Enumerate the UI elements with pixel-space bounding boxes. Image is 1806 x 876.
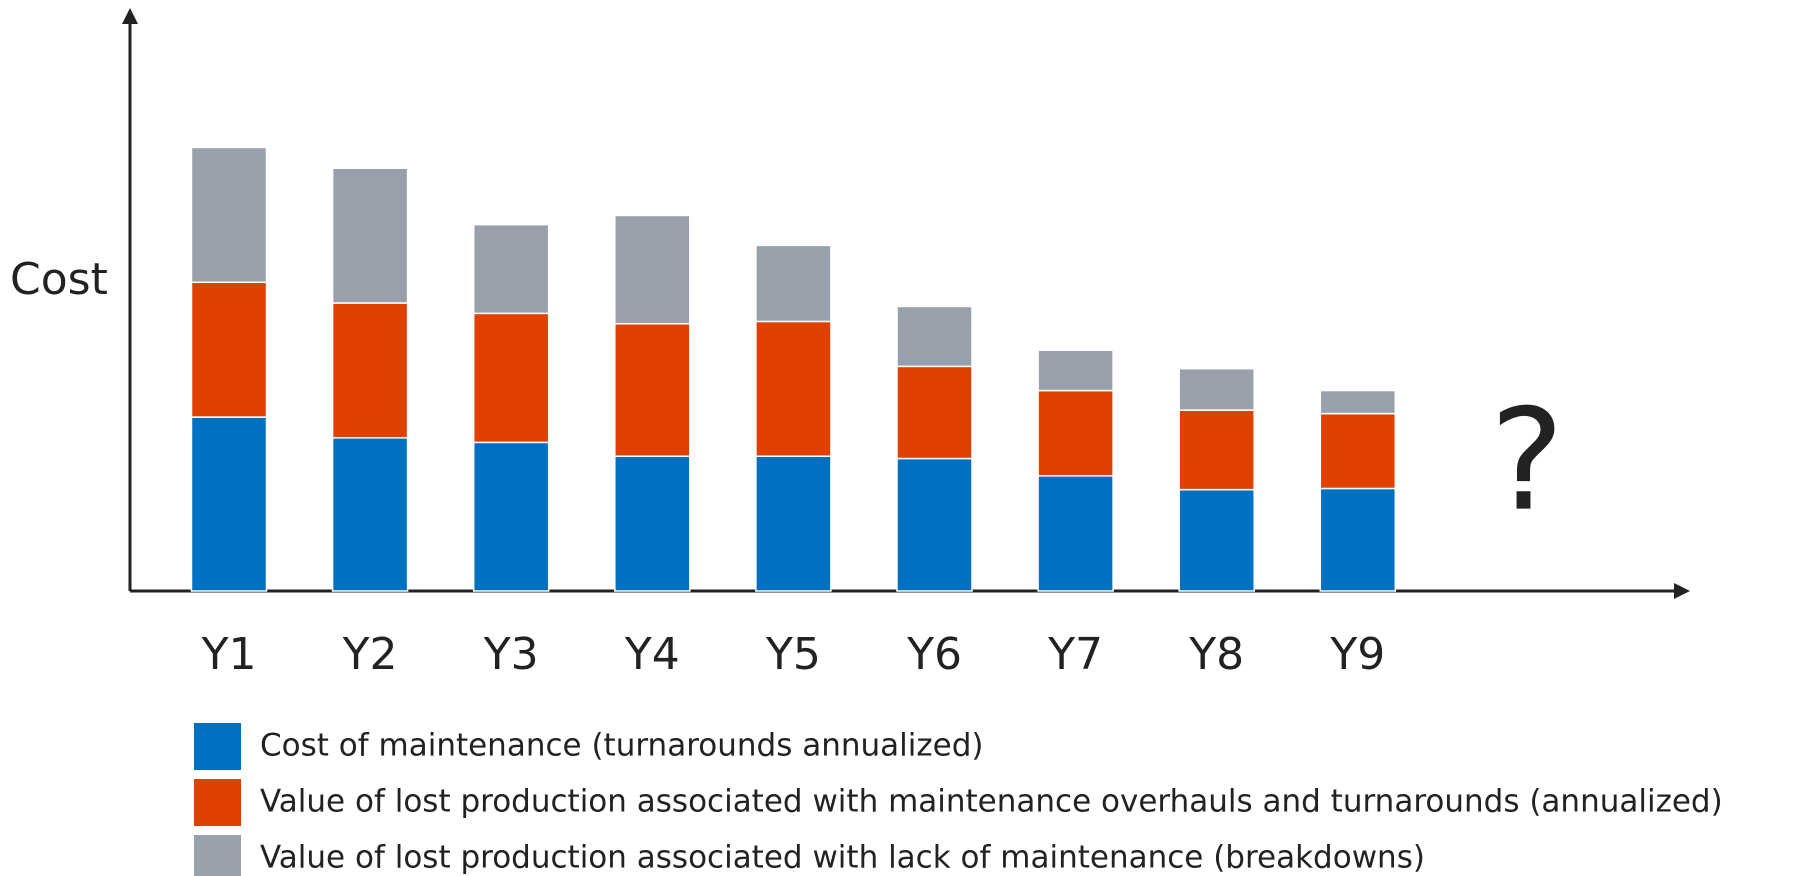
bar-segment xyxy=(614,322,691,457)
bar-segment xyxy=(896,457,973,592)
legend-label: Cost of maintenance (turnarounds annuali… xyxy=(260,728,983,764)
legend-swatch xyxy=(194,779,241,826)
bar-segment xyxy=(331,167,409,304)
legend-swatch xyxy=(194,835,241,876)
bar-segment xyxy=(755,455,832,592)
bar-segment xyxy=(614,455,691,592)
bar-segment xyxy=(1178,367,1255,411)
legend-label: Value of lost production associated with… xyxy=(260,784,1723,820)
x-tick-label: Y4 xyxy=(624,629,680,680)
bar-segment xyxy=(472,312,550,444)
bar-segment xyxy=(896,365,973,460)
bar-segment xyxy=(755,320,832,457)
y-axis-label: Cost xyxy=(10,254,108,305)
bar-segment xyxy=(896,305,973,368)
bar-segment xyxy=(472,441,550,592)
x-axis-arrow xyxy=(1674,583,1690,599)
y-axis-arrow xyxy=(122,8,138,24)
annotation: ? xyxy=(1490,380,1564,543)
legend-swatch xyxy=(194,723,241,770)
bar-segment xyxy=(1178,409,1255,491)
bar-segment xyxy=(331,302,409,439)
bar-segment xyxy=(1178,488,1255,592)
bar-segment xyxy=(614,214,691,325)
bar-segment xyxy=(1319,412,1397,490)
x-tick-label: Y1 xyxy=(201,629,257,680)
bar-segment xyxy=(1037,349,1114,392)
bar-segment xyxy=(331,437,409,592)
x-tick-label: Y9 xyxy=(1329,629,1385,680)
x-tick-label: Y5 xyxy=(765,629,821,680)
bar-segment xyxy=(755,244,832,323)
bar-segment xyxy=(1319,389,1397,415)
bar-segment xyxy=(472,223,550,315)
bar-segment xyxy=(1319,487,1397,592)
legend-label: Value of lost production associated with… xyxy=(260,840,1425,876)
bar-segment xyxy=(1037,475,1114,592)
x-tick-label: Y2 xyxy=(342,629,398,680)
bar-segment xyxy=(190,146,268,284)
x-tick-label: Y3 xyxy=(483,629,539,680)
x-tick-label: Y8 xyxy=(1188,629,1244,680)
bar-segment xyxy=(190,416,268,592)
bar-segment xyxy=(1037,389,1114,477)
x-tick-label: Y7 xyxy=(1047,629,1103,680)
bar-segment xyxy=(190,281,268,418)
x-tick-label: Y6 xyxy=(906,629,962,680)
